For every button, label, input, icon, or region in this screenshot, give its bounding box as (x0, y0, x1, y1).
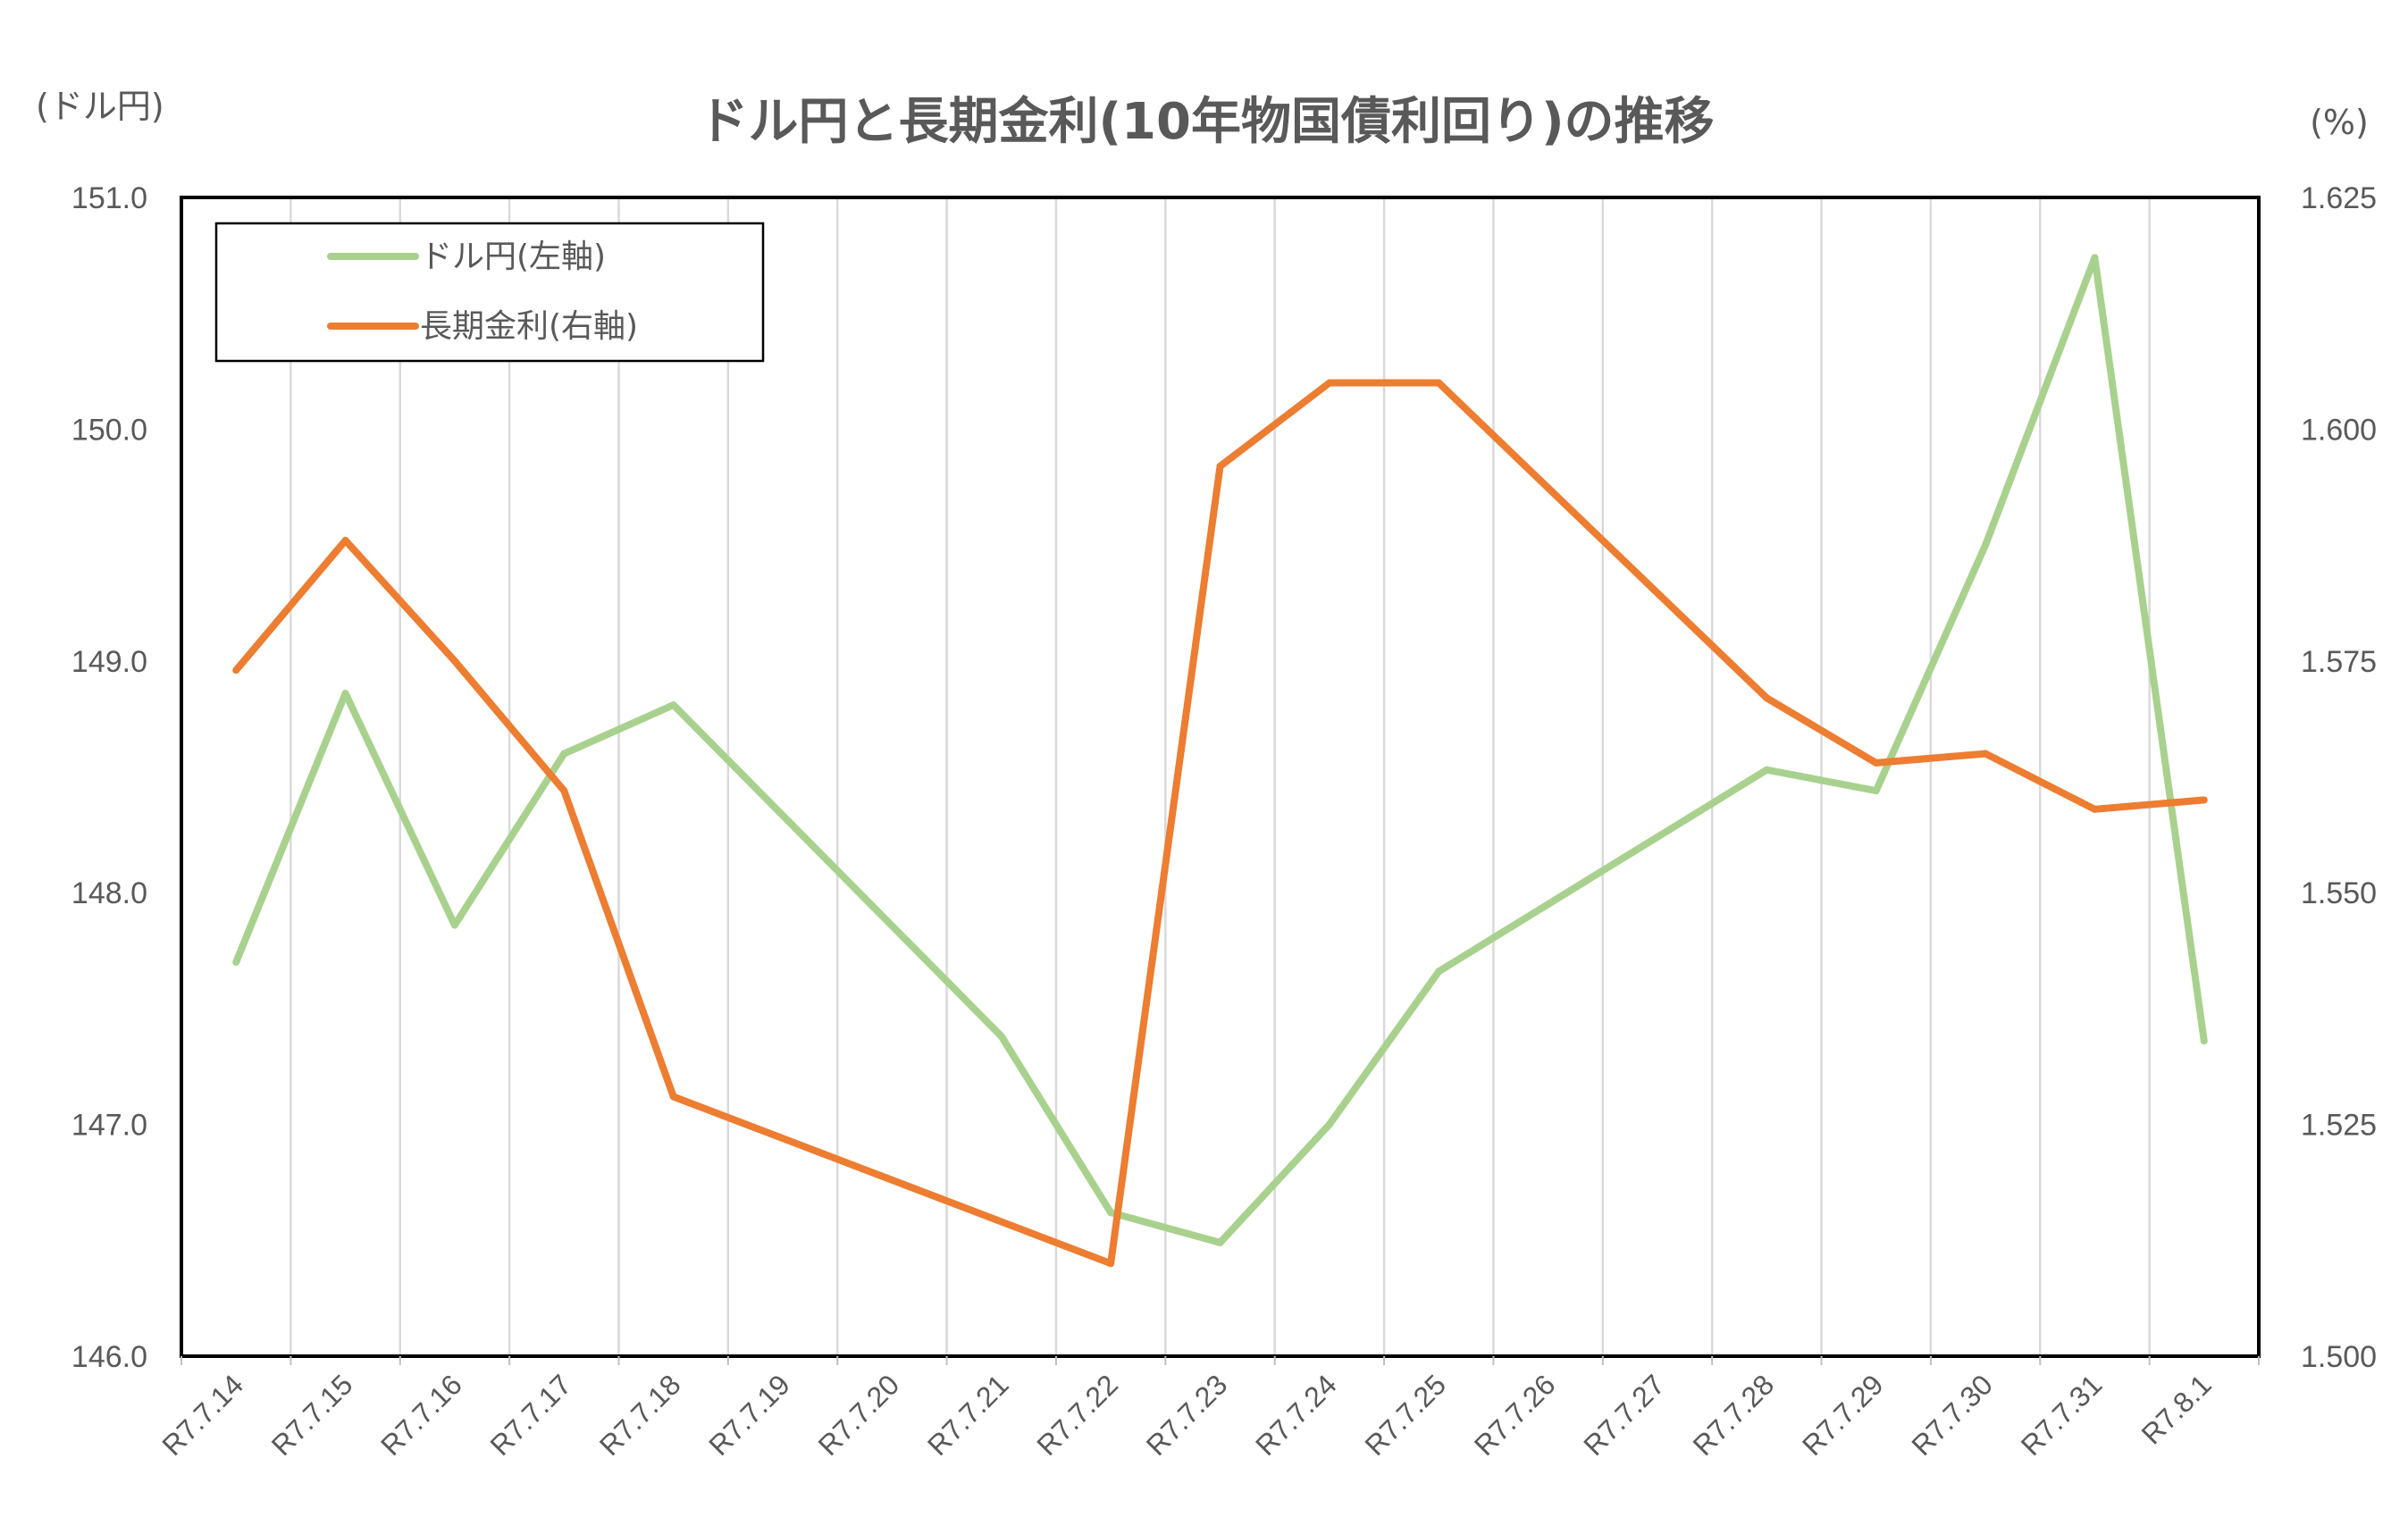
y-right-tick-label: 1.600 (2301, 413, 2377, 447)
series-line-1 (233, 379, 2205, 1268)
series-point (1435, 968, 1443, 976)
series-point (1982, 750, 1990, 758)
series-point (341, 690, 349, 698)
axis-ticks: 146.0 147.0 148.0 149.0 150.0 151.0 1.500 1.525… (71, 181, 2377, 1462)
x-tick-label: R7.7.23 (1140, 1368, 1234, 1462)
x-tick-label: R7.7.27 (1577, 1368, 1671, 1462)
y-left-tick-label: 150.0 (71, 413, 147, 447)
x-tick-label: R7.7.20 (812, 1368, 906, 1462)
series-point (560, 750, 568, 758)
y-left-tick-label: 146.0 (71, 1340, 147, 1374)
series-point (341, 536, 349, 544)
y-left-tick-label: 147.0 (71, 1109, 147, 1143)
legend-label-long-term-rate: 長期金利(右軸) (420, 308, 638, 345)
x-tick-label: R7.7.16 (374, 1368, 468, 1462)
x-tick-label: R7.7.24 (1249, 1368, 1343, 1462)
y-left-tick-label: 148.0 (71, 876, 147, 910)
x-tick-label: R7.7.28 (1687, 1368, 1781, 1462)
vertical-gridlines (289, 197, 2151, 1356)
series-lines (232, 254, 2208, 1268)
y-right-tick-label: 1.500 (2301, 1340, 2377, 1374)
series-point (2091, 254, 2099, 262)
left-axis-unit-label: (ドル円) (36, 87, 164, 126)
series-point (669, 1093, 677, 1101)
x-tick-label: R7.7.25 (1358, 1368, 1452, 1462)
x-tick-label: R7.7.26 (1468, 1368, 1562, 1462)
x-tick-label: R7.7.21 (921, 1368, 1015, 1462)
legend-box (214, 222, 765, 363)
series-point (450, 657, 458, 665)
series-point (232, 959, 240, 967)
series-point (2200, 796, 2208, 804)
series-point (1435, 379, 1443, 387)
series-point (1763, 694, 1771, 702)
series-point (1216, 1238, 1224, 1246)
x-tick-label: R7.7.31 (2015, 1368, 2109, 1462)
series-point (560, 787, 568, 795)
y-left-tick-label: 151.0 (71, 181, 147, 215)
series-point (1982, 541, 1990, 549)
legend: ドル円(左軸) 長期金利(右軸) (214, 222, 765, 363)
x-tick-label: R7.7.29 (1796, 1368, 1890, 1462)
series-point (2091, 805, 2099, 813)
series-point (1107, 1209, 1115, 1217)
x-tick-label: R7.7.30 (1905, 1368, 1999, 1462)
x-tick-label: R7.8.1 (2135, 1368, 2218, 1450)
series-point (1763, 766, 1771, 774)
y-right-tick-label: 1.550 (2301, 876, 2377, 910)
right-axis-unit-label: (%) (2310, 103, 2369, 142)
series-point (1107, 1260, 1115, 1268)
y-right-tick-label: 1.575 (2301, 645, 2377, 679)
x-tick-label: R7.7.17 (484, 1368, 578, 1462)
series-point (1325, 1120, 1333, 1128)
legend-label-usdjpy: ドル円(左軸) (420, 239, 606, 275)
x-tick-label: R7.7.19 (702, 1368, 796, 1462)
series-point (1216, 462, 1224, 470)
series-point (232, 666, 240, 675)
series-point (669, 701, 677, 709)
series-point (1325, 379, 1333, 387)
chart-title: ドル円と長期金利(10年物国債利回り)の推移 (698, 93, 1714, 151)
plot-area-frame (180, 196, 2261, 1358)
x-tick-label: R7.7.14 (155, 1368, 249, 1462)
y-right-tick-label: 1.625 (2301, 181, 2377, 215)
y-right-tick-label: 1.525 (2301, 1109, 2377, 1143)
x-tick-label: R7.7.15 (265, 1368, 359, 1462)
series-point (450, 921, 458, 929)
y-left-tick-label: 149.0 (71, 645, 147, 679)
series-point (1872, 787, 1880, 795)
series-point (2200, 1037, 2208, 1045)
x-tick-label: R7.7.18 (593, 1368, 687, 1462)
series-point (1872, 758, 1880, 767)
series-point (997, 1033, 1005, 1041)
x-tick-label: R7.7.22 (1030, 1368, 1124, 1462)
